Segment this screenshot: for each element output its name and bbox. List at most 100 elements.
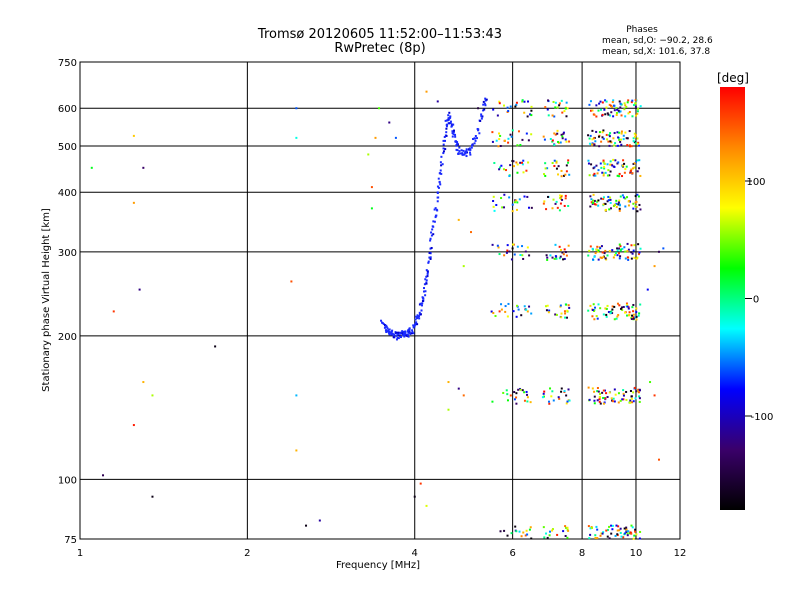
x-echo-point	[617, 392, 620, 395]
x-echo-point	[606, 528, 609, 531]
x-echo-point	[618, 529, 621, 532]
x-echo-point	[503, 206, 506, 209]
x-echo-point	[509, 133, 512, 136]
x-echo-point	[610, 532, 613, 535]
x-echo-point	[546, 108, 549, 111]
x-echo-point	[520, 161, 523, 164]
x-echo-point	[632, 249, 635, 252]
o-trace-point	[428, 256, 431, 259]
x-echo-point	[513, 253, 516, 256]
x-echo-point	[634, 142, 637, 145]
x-echo-point	[630, 395, 633, 398]
x-echo-point	[559, 305, 562, 308]
o-trace-point	[436, 209, 439, 212]
scatter-point	[290, 280, 293, 283]
x-echo-point	[591, 526, 594, 529]
x-echo-point	[639, 105, 642, 108]
scatter-point	[462, 265, 465, 268]
x-echo-point	[559, 141, 562, 144]
o-trace-point	[437, 186, 440, 189]
x-echo-point	[590, 198, 593, 201]
x-echo-point	[596, 245, 599, 248]
x-echo-point	[607, 169, 610, 172]
x-echo-point	[553, 257, 556, 260]
o-trace-point	[461, 153, 464, 156]
o-trace-point	[390, 331, 393, 334]
x-echo-point	[636, 170, 639, 173]
x-echo-point	[591, 142, 594, 145]
x-echo-point	[522, 171, 525, 174]
x-echo-point	[621, 194, 624, 197]
x-echo-point	[636, 137, 639, 140]
x-echo-point	[626, 314, 629, 317]
o-trace-point	[385, 325, 388, 328]
x-echo-point	[616, 108, 619, 111]
x-echo-point	[566, 526, 569, 529]
x-echo-point	[618, 207, 621, 210]
o-trace-point	[390, 333, 393, 336]
colorbar: [deg] -100 0 100	[717, 71, 773, 510]
o-trace-point	[386, 327, 389, 330]
x-echo-point	[598, 102, 601, 105]
o-trace-point	[387, 329, 390, 332]
x-echo-point	[636, 256, 639, 259]
x-echo-point	[615, 113, 618, 116]
x-echo-point	[495, 139, 498, 142]
x-echo-point	[627, 204, 630, 207]
x-echo-point	[548, 402, 551, 405]
x-echo-point	[628, 144, 631, 147]
o-trace-point	[430, 234, 433, 237]
x-echo-point	[564, 107, 567, 110]
scatter-point	[447, 408, 450, 411]
x-echo-point	[626, 196, 629, 199]
x-echo-point	[623, 246, 626, 249]
x-echo-point	[611, 400, 614, 403]
x-echo-point	[638, 167, 641, 170]
x-echo-point	[512, 165, 515, 168]
o-trace-point	[412, 332, 415, 335]
x-echo-point	[516, 163, 519, 166]
y-tick-label: 400	[58, 188, 77, 199]
x-echo-point	[595, 115, 598, 118]
x-echo-point	[551, 528, 554, 531]
x-echo-point	[597, 199, 600, 202]
scatter-point	[662, 247, 665, 250]
o-trace-point	[464, 152, 467, 155]
x-echo-point	[628, 145, 631, 148]
scatter-point	[419, 482, 422, 485]
x-echo-point	[595, 130, 598, 133]
x-echo-point	[596, 390, 599, 393]
x-echo-point	[511, 159, 514, 162]
x-echo-point	[588, 249, 591, 252]
o-trace-point	[449, 116, 452, 119]
x-echo-point	[631, 526, 634, 529]
x-echo-point	[612, 158, 615, 161]
x-echo-point	[598, 398, 601, 401]
x-echo-point	[529, 526, 532, 529]
x-echo-point	[544, 167, 547, 170]
colorbar-tick-label: 0	[753, 295, 759, 306]
o-trace-point	[473, 142, 476, 145]
x-echo-point	[496, 114, 499, 117]
x-echo-point	[627, 530, 630, 533]
phases-heading: Phases	[626, 25, 658, 35]
o-trace-point	[427, 260, 430, 263]
x-echo-point	[494, 314, 497, 317]
x-echo-point	[558, 397, 561, 400]
x-echo-point	[615, 202, 618, 205]
x-echo-point	[500, 197, 503, 200]
x-echo-point	[589, 134, 592, 137]
x-echo-point	[555, 161, 558, 164]
x-echo-point	[622, 138, 625, 141]
x-echo-point	[511, 203, 514, 206]
scatter-point	[318, 519, 321, 522]
x-echo-point	[592, 137, 595, 140]
o-trace-point	[468, 147, 471, 150]
x-echo-point	[568, 306, 571, 309]
x-echo-point	[594, 140, 597, 143]
x-echo-point	[630, 145, 633, 148]
x-echo-point	[551, 139, 554, 142]
x-echo-point	[631, 314, 634, 317]
colorbar-ticks: -100 0 100	[745, 177, 773, 423]
x-echo-point	[612, 137, 615, 140]
